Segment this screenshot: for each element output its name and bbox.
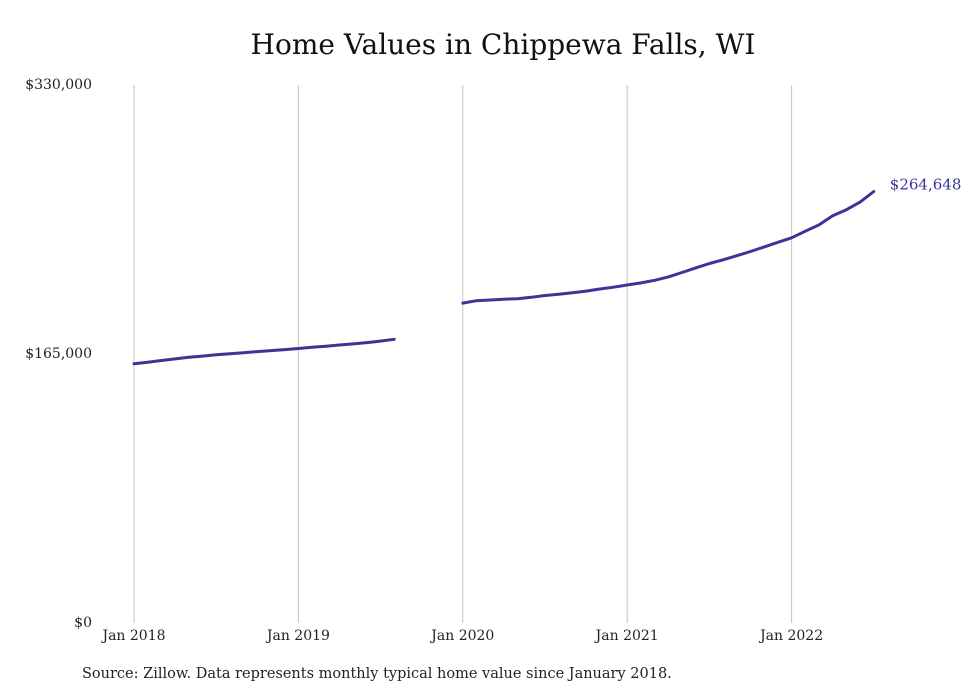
- y-tick-label: $0: [74, 615, 92, 631]
- end-value-label: $264,648: [890, 176, 962, 194]
- x-tick-label: Jan 2019: [265, 628, 330, 644]
- x-tick-label: Jan 2021: [594, 628, 659, 644]
- x-tick-label: Jan 2020: [429, 628, 494, 644]
- y-tick-label: $165,000: [25, 346, 92, 362]
- source-note: Source: Zillow. Data represents monthly …: [82, 666, 672, 682]
- chart-title: Home Values in Chippewa Falls, WI: [250, 28, 756, 61]
- x-tick-label: Jan 2022: [758, 628, 823, 644]
- y-tick-label: $330,000: [25, 77, 92, 93]
- line-chart: $0$165,000$330,000 Jan 2018 Jan 2019 Jan 2…: [25, 77, 962, 644]
- data-labels: $264,648: [890, 176, 962, 194]
- y-axis-tick-labels: $0 $165,000 $330,000: [25, 77, 92, 631]
- series-line-segment-1: [132, 337, 396, 366]
- x-tick-label: Jan 2018: [100, 628, 165, 644]
- x-axis-tick-labels: Jan 2018 Jan 2019 Jan 2020 Jan 2021 Jan 2022: [100, 628, 823, 644]
- series-lines: [132, 190, 876, 366]
- series-line-segment-2: [461, 190, 876, 305]
- grid-lines: [133, 85, 793, 623]
